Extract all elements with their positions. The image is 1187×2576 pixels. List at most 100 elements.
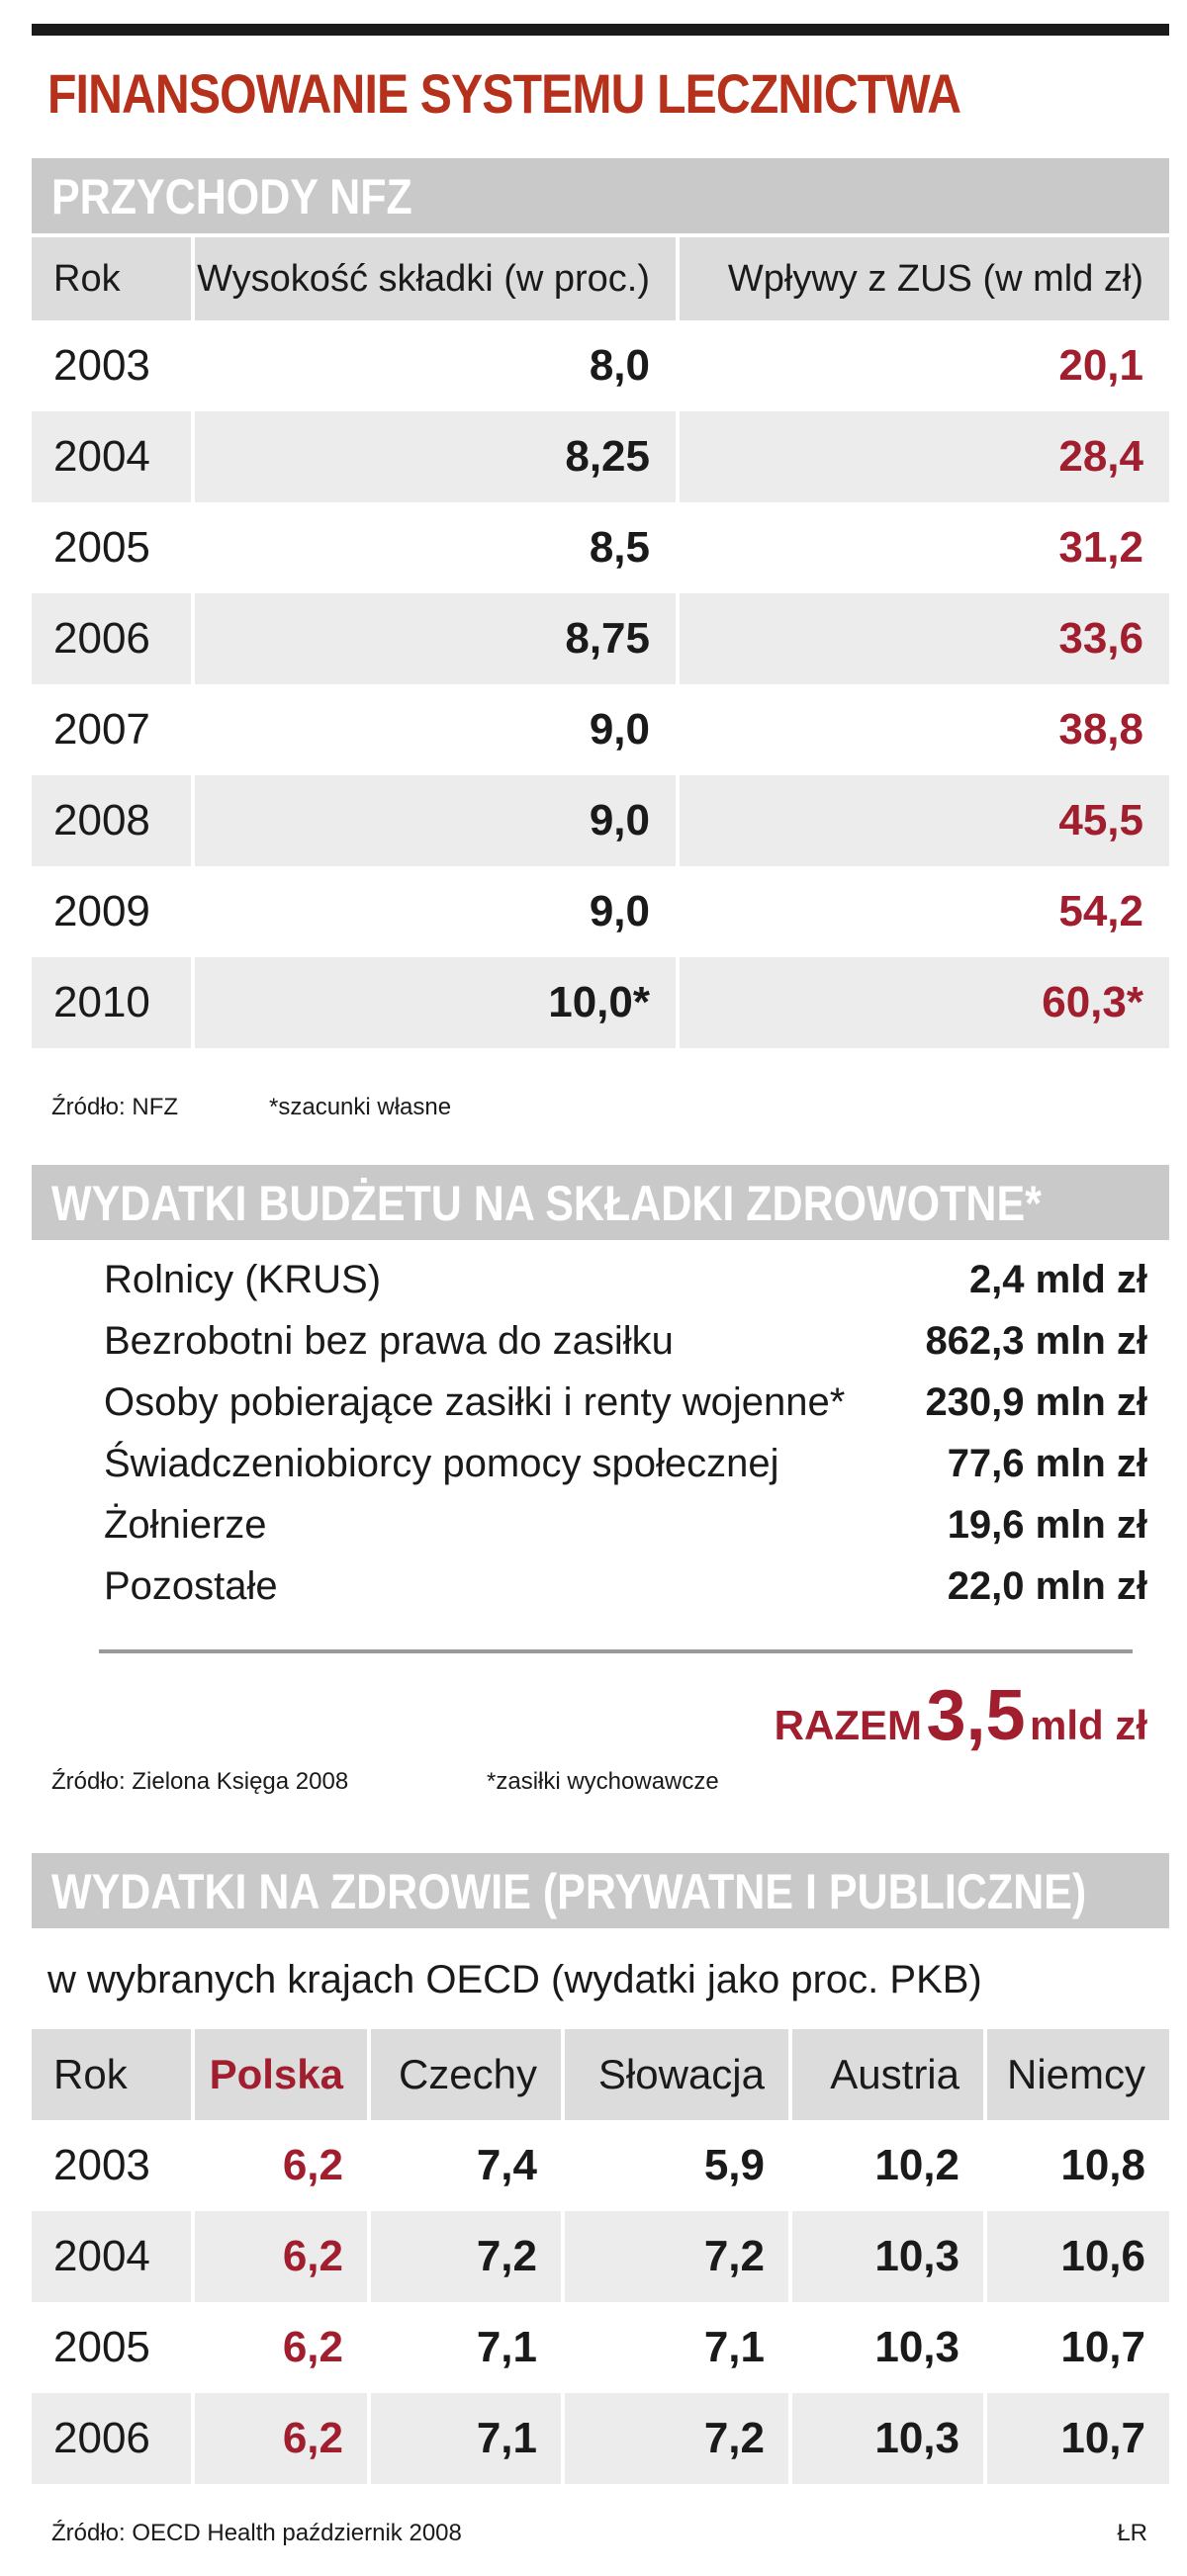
col-header-2: Czechy xyxy=(371,2029,565,2120)
budget-note: *zasiłki wychowawcze xyxy=(487,1768,719,1795)
year-cell: 2004 xyxy=(32,411,195,502)
budget-item-label: Osoby pobierające zasiłki i renty wojenn… xyxy=(104,1380,846,1424)
income-cell: 28,4 xyxy=(1058,432,1143,481)
budget-item-value: 22,0 mln zł xyxy=(947,1564,1147,1608)
budget-total: RAZEM 3,5 mld zł xyxy=(775,1675,1147,1756)
value-cell: 10,8 xyxy=(1060,2141,1145,2189)
col-header-income: Wpływy z ZUS (w mld zł) xyxy=(727,258,1143,300)
table-row: 2004 6,2 7,2 7,2 10,3 10,6 xyxy=(32,2211,1169,2302)
year-cell: 2003 xyxy=(32,2120,195,2211)
col-header-1: Polska xyxy=(195,2029,371,2120)
value-cell: 7,2 xyxy=(565,2211,792,2302)
page-title: FINANSOWANIE SYSTEMU LECZNICTWA xyxy=(47,62,961,125)
table-row: 2009 9,0 54,2 xyxy=(32,866,1169,957)
value-cell: 7,4 xyxy=(371,2120,565,2211)
total-value: 3,5 xyxy=(926,1676,1026,1755)
section-budget-title: WYDATKI BUDŻETU NA SKŁADKI ZDROWOTNE* xyxy=(51,1176,1042,1231)
year-cell: 2003 xyxy=(32,320,195,411)
table-row: 2008 9,0 45,5 xyxy=(32,775,1169,866)
value-cell: 6,2 xyxy=(195,2393,371,2484)
year-cell: 2006 xyxy=(32,2393,195,2484)
col-header-4: Austria xyxy=(792,2029,987,2120)
value-cell: 10,6 xyxy=(1060,2232,1145,2280)
budget-item-value: 2,4 mld zł xyxy=(968,1258,1147,1301)
value-cell: 7,1 xyxy=(565,2302,792,2393)
table-row: 2003 8,0 20,1 xyxy=(32,320,1169,411)
rate-cell: 8,75 xyxy=(195,593,680,684)
table-row: 2005 8,5 31,2 xyxy=(32,502,1169,593)
nfz-source: Źródło: NFZ xyxy=(51,1094,179,1120)
total-unit: mld zł xyxy=(1029,1702,1147,1748)
rate-cell: 8,0 xyxy=(195,320,680,411)
budget-item-label: Żołnierze xyxy=(104,1503,267,1547)
year-cell: 2005 xyxy=(32,2302,195,2393)
budget-item-value: 230,9 mln zł xyxy=(925,1380,1147,1424)
budget-item-value: 77,6 mln zł xyxy=(947,1442,1147,1485)
table-row: 2006 8,75 33,6 xyxy=(32,593,1169,684)
value-cell: 5,9 xyxy=(565,2120,792,2211)
section-budget-header: WYDATKI BUDŻETU NA SKŁADKI ZDROWOTNE* xyxy=(32,1165,1169,1240)
table-row: 2010 10,0* 60,3* xyxy=(32,957,1169,1048)
nfz-note: *szacunki własne xyxy=(269,1094,452,1120)
rate-cell: 10,0* xyxy=(195,957,680,1048)
year-cell: 2009 xyxy=(32,866,195,957)
col-header-5: Niemcy xyxy=(1006,2051,1145,2097)
col-header-year: Rok xyxy=(32,237,195,320)
section-health-title: WYDATKI NA ZDROWIE (PRYWATNE I PUBLICZNE… xyxy=(51,1864,1087,1919)
top-rule xyxy=(32,24,1169,36)
col-header-rate: Wysokość składki (w proc.) xyxy=(195,237,680,320)
table-row: 2007 9,0 38,8 xyxy=(32,684,1169,775)
value-cell: 6,2 xyxy=(195,2120,371,2211)
section-nfz-title: PRZYCHODY NFZ xyxy=(51,169,412,224)
value-cell: 6,2 xyxy=(195,2211,371,2302)
rate-cell: 9,0 xyxy=(195,866,680,957)
budget-item-value: 19,6 mln zł xyxy=(947,1503,1147,1547)
rate-cell: 8,25 xyxy=(195,411,680,502)
budget-source: Źródło: Zielona Księga 2008 xyxy=(51,1768,349,1795)
value-cell: 10,3 xyxy=(792,2393,987,2484)
col-header-0: Rok xyxy=(32,2029,195,2120)
nfz-table-body: 2003 8,0 20,1 2004 8,25 28,4 2005 8,5 31,2 2006 8,… xyxy=(32,320,1169,1048)
value-cell: 7,2 xyxy=(371,2211,565,2302)
nfz-table-header: Rok Wysokość składki (w proc.) Wpływy z … xyxy=(32,237,1169,320)
budget-item-label: Rolnicy (KRUS) xyxy=(104,1258,382,1301)
section-nfz-header: PRZYCHODY NFZ xyxy=(32,158,1169,233)
health-table: Rok Polska Czechy Słowacja Austria Niemcy 200… xyxy=(32,2029,1169,2484)
value-cell: 7,1 xyxy=(371,2393,565,2484)
health-table-header: Rok Polska Czechy Słowacja Austria Niemcy xyxy=(32,2029,1169,2120)
rate-cell: 9,0 xyxy=(195,684,680,775)
value-cell: 7,1 xyxy=(371,2302,565,2393)
income-cell: 31,2 xyxy=(1058,523,1143,572)
budget-item-label: Świadczeniobiorcy pomocy społecznej xyxy=(104,1442,779,1485)
value-cell: 10,7 xyxy=(1060,2323,1145,2371)
income-cell: 45,5 xyxy=(1058,796,1143,844)
table-row: 2006 6,2 7,1 7,2 10,3 10,7 xyxy=(32,2393,1169,2484)
year-cell: 2008 xyxy=(32,775,195,866)
rate-cell: 8,5 xyxy=(195,502,680,593)
health-table-body: 2003 6,2 7,4 5,9 10,2 10,8 2004 6,2 7,2 7,2 10,3 10… xyxy=(32,2120,1169,2484)
value-cell: 7,2 xyxy=(565,2393,792,2484)
income-cell: 38,8 xyxy=(1058,705,1143,754)
income-cell: 20,1 xyxy=(1058,341,1143,390)
section-health-header: WYDATKI NA ZDROWIE (PRYWATNE I PUBLICZNE… xyxy=(32,1853,1169,1928)
value-cell: 6,2 xyxy=(195,2302,371,2393)
table-row: 2004 8,25 28,4 xyxy=(32,411,1169,502)
value-cell: 10,3 xyxy=(792,2302,987,2393)
year-cell: 2010 xyxy=(32,957,195,1048)
nfz-table: Rok Wysokość składki (w proc.) Wpływy z … xyxy=(32,237,1169,1048)
budget-item-value: 862,3 mln zł xyxy=(925,1319,1147,1363)
year-cell: 2004 xyxy=(32,2211,195,2302)
year-cell: 2005 xyxy=(32,502,195,593)
budget-item-label: Pozostałe xyxy=(104,1564,278,1608)
table-row: 2005 6,2 7,1 7,1 10,3 10,7 xyxy=(32,2302,1169,2393)
author-initials: ŁR xyxy=(1117,2520,1147,2546)
budget-item-label: Bezrobotni bez prawa do zasiłku xyxy=(104,1319,674,1363)
year-cell: 2006 xyxy=(32,593,195,684)
income-cell: 54,2 xyxy=(1058,887,1143,935)
health-source: Źródło: OECD Health październik 2008 xyxy=(51,2520,462,2546)
year-cell: 2007 xyxy=(32,684,195,775)
table-row: 2003 6,2 7,4 5,9 10,2 10,8 xyxy=(32,2120,1169,2211)
value-cell: 10,7 xyxy=(1060,2414,1145,2462)
total-label: RAZEM xyxy=(774,1702,922,1748)
col-header-3: Słowacja xyxy=(565,2029,792,2120)
